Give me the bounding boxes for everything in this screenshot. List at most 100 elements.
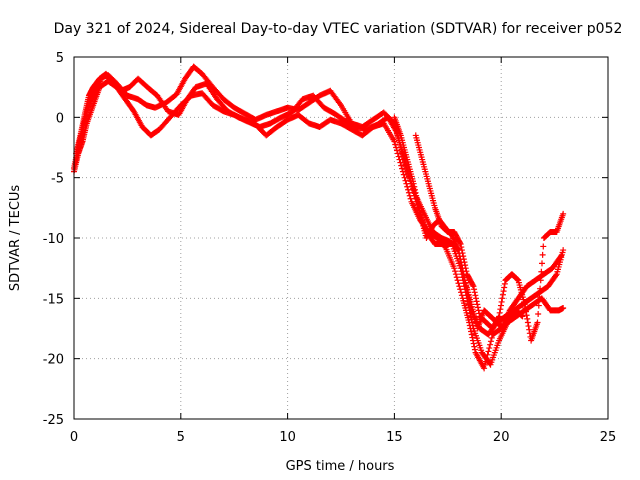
data-point [457, 256, 464, 263]
data-point [519, 313, 526, 320]
data-point [526, 326, 533, 333]
data-point [410, 180, 417, 187]
data-point [538, 268, 545, 275]
data-point [560, 210, 567, 217]
y-axis-label: SDTVAR / TECUs [8, 185, 23, 292]
data-point [395, 153, 402, 160]
data-point [471, 289, 478, 296]
data-point [534, 319, 541, 326]
data-point [518, 312, 525, 319]
data-point [501, 280, 508, 287]
data-point [407, 195, 414, 202]
data-point [474, 304, 481, 311]
data-point [455, 247, 462, 254]
data-point [521, 301, 528, 308]
data-point [558, 253, 565, 260]
data-point [468, 316, 475, 323]
data-point [537, 285, 544, 292]
data-point [496, 313, 503, 320]
data-point [470, 283, 477, 290]
data-point [452, 271, 459, 278]
data-point [458, 262, 465, 269]
series-track-c [71, 78, 565, 372]
x-axis-label: GPS time / hours [286, 459, 395, 474]
data-point [499, 295, 506, 302]
data-point [495, 314, 502, 321]
data-point [459, 268, 466, 275]
data-points [71, 63, 567, 372]
data-point [522, 304, 529, 311]
data-point [470, 340, 477, 347]
data-point [540, 243, 547, 250]
data-point [469, 334, 476, 341]
data-point [481, 365, 488, 372]
data-point [472, 292, 479, 299]
y-tick-label: -20 [43, 353, 64, 368]
data-point [522, 308, 529, 315]
x-tick-label: 25 [600, 430, 617, 445]
data-point [468, 331, 475, 338]
data-point [487, 341, 494, 348]
series-track-b [73, 70, 567, 368]
data-point [539, 251, 546, 258]
data-point [518, 312, 525, 319]
data-point [497, 302, 504, 309]
y-tick-label: -5 [51, 172, 64, 187]
data-point [403, 180, 410, 187]
data-point [458, 289, 465, 296]
y-tick-label: 0 [56, 111, 64, 126]
data-point [538, 260, 545, 267]
data-point [405, 189, 412, 196]
data-point [473, 298, 480, 305]
data-point [401, 174, 408, 181]
data-point [482, 358, 489, 365]
data-point [452, 268, 459, 275]
chart-title: Day 321 of 2024, Sidereal Day-to-day VTE… [54, 21, 623, 37]
data-point [411, 183, 418, 190]
data-point [552, 272, 559, 279]
data-point [535, 311, 542, 318]
data-point [404, 183, 411, 190]
data-point [499, 291, 506, 298]
data-point [501, 284, 508, 291]
data-point [441, 243, 448, 250]
data-point [461, 274, 468, 281]
data-point [399, 165, 406, 172]
data-point [451, 265, 458, 272]
data-point [394, 150, 401, 157]
y-tick-label: -15 [43, 292, 64, 307]
data-point [500, 288, 507, 295]
data-point [486, 345, 493, 352]
data-point [414, 198, 421, 205]
data-point [471, 343, 478, 350]
data-point [453, 274, 460, 281]
x-tick-label: 10 [279, 430, 296, 445]
data-point [392, 141, 399, 148]
data-point [391, 138, 398, 145]
data-point [474, 301, 481, 308]
grid-lines [74, 57, 608, 419]
y-tick-label: 5 [56, 51, 64, 66]
data-point [471, 286, 478, 293]
data-point [398, 162, 405, 169]
data-point [456, 283, 463, 290]
x-tick-label: 15 [386, 430, 403, 445]
data-point [413, 195, 420, 202]
data-point [472, 295, 479, 302]
data-point [402, 177, 409, 184]
data-point [524, 319, 531, 326]
data-point [471, 346, 478, 353]
data-point [396, 156, 403, 163]
data-point [399, 168, 406, 175]
data-point [475, 307, 482, 314]
data-point [397, 159, 404, 166]
data-point [536, 294, 543, 301]
data-point [468, 328, 475, 335]
data-point [455, 280, 462, 287]
data-point [483, 355, 490, 362]
data-point [560, 304, 567, 311]
data-point [470, 337, 477, 344]
data-point [458, 259, 465, 266]
data-point [484, 351, 491, 358]
